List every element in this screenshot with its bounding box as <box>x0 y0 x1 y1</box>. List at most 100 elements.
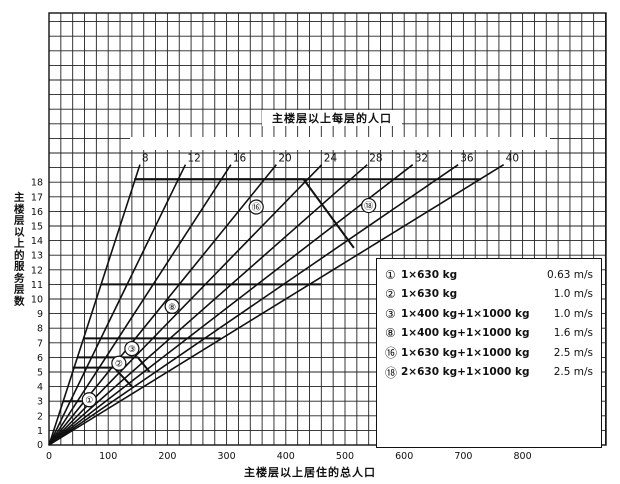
curve-markers: ① ②③ ⑧ ⑯ ⑱ <box>81 197 377 408</box>
y-tick-label: 10 <box>31 295 43 306</box>
curve-marker-label: ⑯ <box>252 203 261 214</box>
x-tick-label: 300 <box>218 451 236 462</box>
legend-marker: ③ <box>385 306 396 321</box>
x-tick-label: 400 <box>277 451 295 462</box>
x-axis-label: 主楼层以上居住的总人口 <box>244 466 376 479</box>
x-tick-label: 700 <box>454 451 472 462</box>
plot-frame <box>48 12 607 446</box>
ray-label-8: 8 <box>142 153 149 165</box>
y-tick-label: 8 <box>37 324 43 335</box>
curve-marker-label: ① <box>85 396 93 406</box>
y-tick-label: 12 <box>31 265 43 276</box>
ray-line-36 <box>48 164 459 446</box>
ray-line-16 <box>48 164 232 446</box>
x-tick-label: 100 <box>99 451 117 462</box>
y-tick-label: 3 <box>37 397 43 408</box>
ray-labels: 8 12 16 20 24 28 32 36 40 <box>130 137 550 165</box>
curve-marker-label: ⑱ <box>364 201 373 212</box>
legend-label: 1×630 kg <box>401 268 458 281</box>
y-tick-label: 16 <box>31 207 43 218</box>
y-axis-label: 主楼层以上的服务层数 <box>14 191 25 308</box>
y-tick-label: 2 <box>37 411 43 422</box>
legend-speed: 1.6 m/s <box>553 327 593 340</box>
ray-line-12 <box>48 164 187 446</box>
y-axis-label-char: 的 <box>14 249 25 261</box>
legend-marker: ⑧ <box>385 326 396 341</box>
y-axis-label-char: 服 <box>14 260 25 273</box>
y-axis-label-char: 上 <box>14 237 25 250</box>
legend-label: 1×400 kg+1×1000 kg <box>401 327 530 340</box>
capacity-curves <box>63 178 482 403</box>
ray-line-8 <box>48 164 141 446</box>
ray-label-28: 28 <box>369 153 382 165</box>
x-tick-label: 500 <box>336 451 354 462</box>
y-tick-label: 18 <box>31 178 43 189</box>
ray-label-24: 24 <box>324 153 338 165</box>
y-tick-label: 1 <box>37 426 43 437</box>
x-tick-label: 200 <box>158 451 176 462</box>
legend-item: ⑱ 2×630 kg+1×1000 kg 2.5 m/s <box>385 363 593 383</box>
legend-marker: ① <box>385 267 396 282</box>
legend: ① 1×630 kg 0.63 m/s ② 1×630 kg 1.0 m/s ③ 1×400 … <box>376 258 602 448</box>
curve-marker-circle <box>81 392 97 408</box>
y-tick-label: 14 <box>31 236 43 247</box>
curve-marker-circle <box>361 197 377 214</box>
ray-lines <box>48 163 505 446</box>
ray-line-28 <box>48 164 368 446</box>
curve-marker-circle <box>111 355 127 371</box>
x-tick-label: 800 <box>514 451 532 462</box>
legend-speed: 2.5 m/s <box>553 346 593 359</box>
chart-title: 主楼层以上每层的人口 <box>262 110 402 126</box>
x-tick-label: 0 <box>46 451 52 462</box>
y-tick-label: 17 <box>31 192 43 203</box>
legend-marker: ② <box>385 287 396 302</box>
curve-marker-label: ② <box>115 360 123 370</box>
legend-item: ③ 1×400 kg+1×1000 kg 1.0 m/s <box>385 304 593 324</box>
capacity-curve <box>77 356 151 373</box>
legend-marker: ⑱ <box>385 365 398 380</box>
legend-label: 1×400 kg+1×1000 kg <box>401 307 530 320</box>
ray-label-20: 20 <box>278 153 291 165</box>
x-tick-label: 600 <box>395 451 413 462</box>
ray-label-16: 16 <box>233 153 247 165</box>
y-tick-label: 11 <box>31 280 43 291</box>
ray-line-32 <box>48 164 414 446</box>
y-tick-label: 9 <box>37 309 43 320</box>
y-tick-label: 5 <box>37 368 43 379</box>
legend-label: 2×630 kg+1×1000 kg <box>401 366 530 379</box>
y-tick-label: 7 <box>37 338 43 349</box>
ray-label-band <box>130 137 550 150</box>
y-axis-label-char: 主 <box>14 191 25 204</box>
legend-speed: 1.0 m/s <box>553 307 593 320</box>
y-axis-label-char: 务 <box>14 272 25 284</box>
y-tick-label: 15 <box>31 222 43 233</box>
tick-labels: 0 100 200 300 400 500 600 700 800012345678910111… <box>31 178 532 462</box>
legend-label: 1×630 kg <box>401 288 458 301</box>
ray-label-32: 32 <box>415 153 428 165</box>
curve-marker-circle <box>248 199 264 215</box>
legend-speed: 0.63 m/s <box>547 268 593 281</box>
y-tick-label: 0 <box>37 440 43 451</box>
y-tick-label: 6 <box>37 353 43 364</box>
legend-item: ② 1×630 kg 1.0 m/s <box>385 285 593 305</box>
ray-label-12: 12 <box>187 153 200 165</box>
y-axis-label-char: 数 <box>14 295 25 307</box>
y-axis-label-char: 层 <box>14 214 25 227</box>
legend-item: ⑯ 1×630 kg+1×1000 kg 2.5 m/s <box>385 343 593 363</box>
curve-marker-label: ③ <box>128 345 136 355</box>
y-axis-label-char: 以 <box>14 226 25 238</box>
legend-item: ⑧ 1×400 kg+1×1000 kg 1.6 m/s <box>385 324 593 344</box>
curve-marker-label: ⑧ <box>168 303 176 313</box>
y-tick-label: 13 <box>31 251 43 262</box>
legend-speed: 1.0 m/s <box>553 288 593 301</box>
y-axis-label-char: 楼 <box>14 203 25 215</box>
ray-label-40: 40 <box>506 153 519 165</box>
y-tick-label: 4 <box>37 382 43 393</box>
curve-marker-circle <box>164 298 180 314</box>
legend-marker: ⑯ <box>385 346 398 361</box>
y-axis-label-char: 层 <box>14 283 25 296</box>
ray-label-36: 36 <box>460 153 474 165</box>
legend-speed: 2.5 m/s <box>553 366 593 379</box>
ray-line-40 <box>48 163 505 446</box>
